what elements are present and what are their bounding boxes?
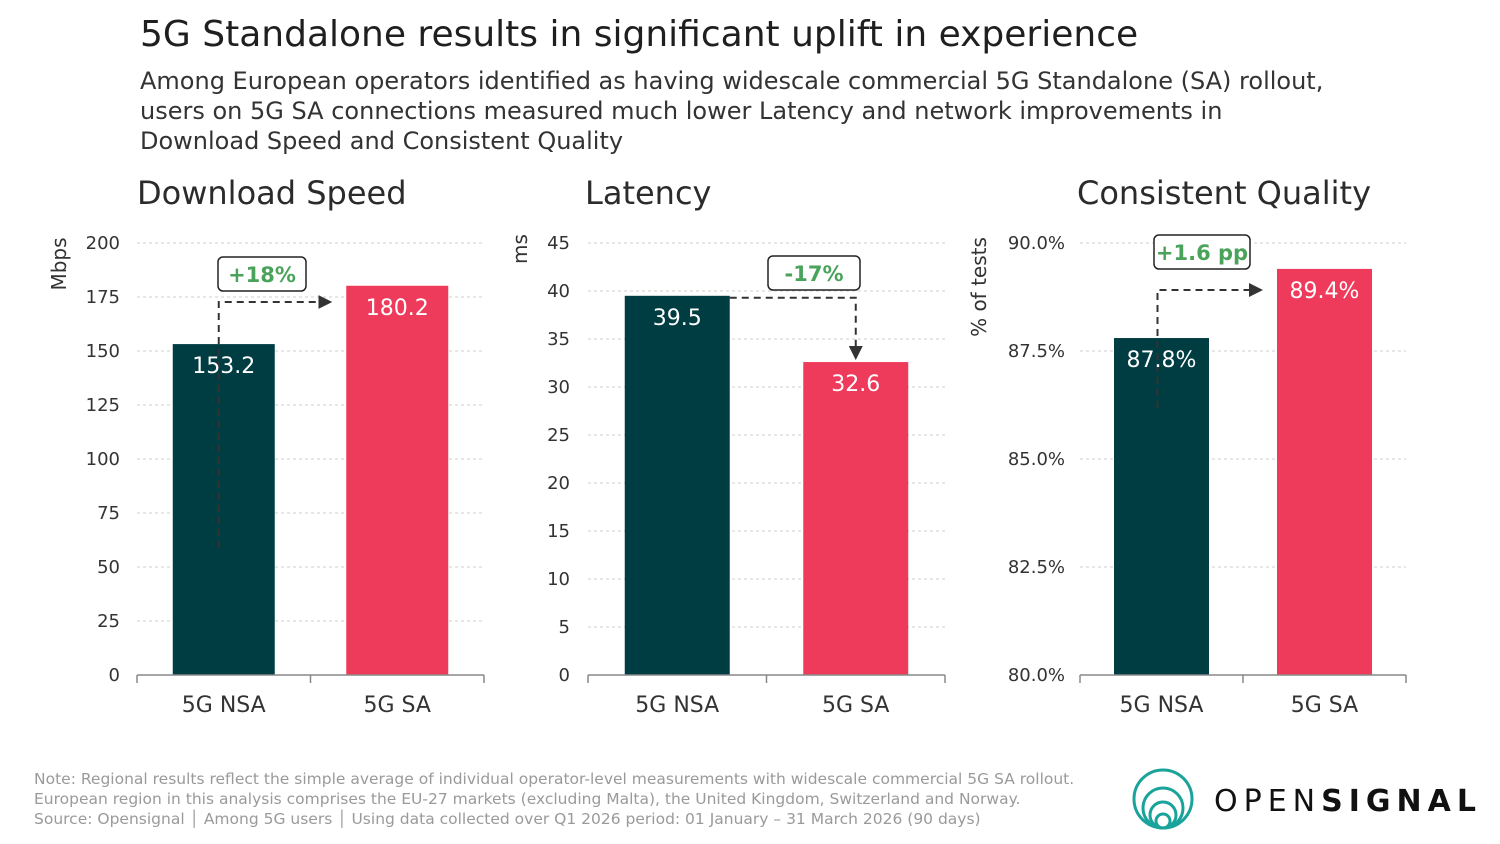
y-axis-label: Mbps [47, 237, 71, 290]
y-tick-label: 175 [86, 287, 120, 308]
bar-5g-nsa [172, 344, 275, 675]
footnote-source: Source: Opensignal │ Among 5G users │ Us… [34, 810, 981, 828]
latency-chart-title: Latency [585, 174, 712, 212]
y-tick-label: 82.5% [1008, 557, 1065, 578]
change-arrow [217, 295, 333, 548]
y-tick-label: 150 [86, 341, 120, 362]
y-axis-label: ms [508, 234, 532, 264]
change-callout-label: +18% [228, 263, 296, 287]
change-callout-box [217, 256, 307, 292]
x-category-label: 5G SA [822, 693, 889, 718]
y-tick-label: 87.5% [1008, 341, 1065, 362]
y-tick-label: 80.0% [1008, 665, 1065, 686]
change-callout-label: +1.6 pp [1156, 241, 1248, 265]
y-tick-label: 20 [547, 473, 570, 494]
footnote: Note: Regional results reflect the simpl… [34, 769, 1074, 829]
footnote-note: Note: Regional results reflect the simpl… [34, 770, 1075, 788]
bar-value-label: 89.4% [1290, 279, 1360, 304]
page-subtitle: Among European operators identified as h… [140, 67, 1324, 155]
change-arrow [1156, 283, 1263, 408]
y-tick-label: 200 [86, 233, 120, 254]
download-speed-chart-title: Download Speed [137, 174, 407, 212]
bar-5g-sa [1277, 268, 1372, 675]
bar-value-label: 180.2 [366, 296, 429, 321]
y-tick-label: 75 [97, 503, 120, 524]
y-tick-label: 15 [547, 521, 570, 542]
bar-5g-sa [803, 362, 909, 675]
change-callout-box [767, 255, 861, 291]
y-tick-label: 45 [547, 233, 570, 254]
change-callout-label: -17% [785, 262, 844, 286]
x-category-label: 5G SA [364, 693, 431, 718]
y-tick-label: 50 [97, 557, 120, 578]
y-tick-label: 85.0% [1008, 449, 1065, 470]
y-tick-label: 125 [86, 395, 120, 416]
opensignal-logo: OPENSIGNAL [1130, 766, 1476, 836]
y-tick-label: 0 [109, 665, 120, 686]
bar-5g-nsa [1114, 338, 1209, 675]
x-category-label: 5G SA [1291, 693, 1358, 718]
y-tick-label: 30 [547, 377, 570, 398]
footnote-region: European region in this analysis compris… [34, 790, 1021, 808]
bar-value-label: 32.6 [831, 372, 880, 397]
opensignal-wordmark: OPENSIGNAL [1214, 784, 1482, 819]
bar-5g-nsa [624, 295, 730, 675]
y-tick-label: 10 [547, 569, 570, 590]
bar-value-label: 153.2 [192, 354, 255, 379]
change-callout-box [1153, 234, 1251, 270]
consistent-quality-chart-title: Consistent Quality [1077, 174, 1372, 212]
y-tick-label: 100 [86, 449, 120, 470]
y-tick-label: 25 [547, 425, 570, 446]
y-tick-label: 25 [97, 611, 120, 632]
y-tick-label: 35 [547, 329, 570, 350]
bar-value-label: 87.8% [1127, 348, 1197, 373]
y-tick-label: 5 [559, 617, 570, 638]
y-axis-label: % of tests [967, 237, 991, 337]
y-tick-label: 40 [547, 281, 570, 302]
y-tick-label: 90.0% [1008, 233, 1065, 254]
bar-value-label: 39.5 [653, 306, 702, 331]
x-category-label: 5G NSA [182, 693, 266, 718]
y-tick-label: 0 [559, 665, 570, 686]
change-arrow [729, 296, 863, 361]
page-title: 5G Standalone results in significant upl… [140, 14, 1139, 55]
x-category-label: 5G NSA [635, 693, 719, 718]
bar-5g-sa [346, 285, 449, 675]
opensignal-logo-icon [1132, 768, 1194, 830]
x-category-label: 5G NSA [1120, 693, 1204, 718]
